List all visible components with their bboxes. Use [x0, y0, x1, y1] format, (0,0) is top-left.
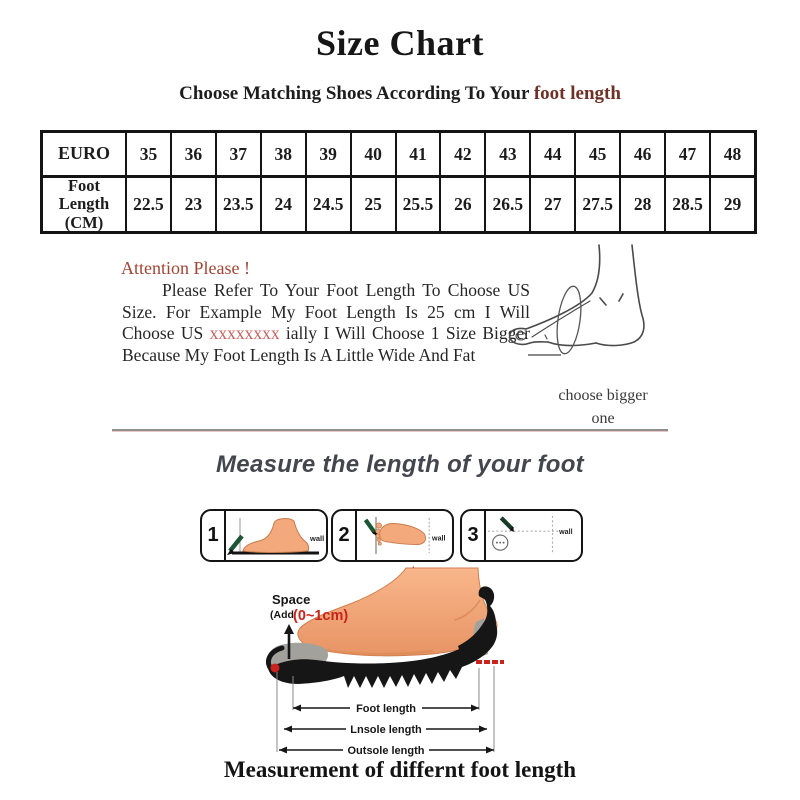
euro-size-cell: 39	[304, 133, 350, 175]
pen-icon	[228, 534, 244, 553]
insole-length-label: Lnsole length	[350, 724, 422, 736]
page-title: Size Chart	[316, 23, 484, 63]
measure-step-2-panel: 2 wall	[331, 509, 454, 562]
foot-length-cell: 26	[439, 178, 484, 231]
foot-length-cell: 28	[619, 178, 664, 231]
wall-label: wall	[309, 534, 324, 543]
add-value: (0~1cm)	[293, 608, 348, 624]
foot-length-cell: 26.5	[484, 178, 529, 231]
foot-length-cell: 28.5	[664, 178, 709, 231]
foot-length-cell: 24.5	[304, 178, 350, 231]
attention-paragraph: Please Refer To Your Foot Length To Choo…	[122, 280, 530, 367]
foot-length-row-header: Foot Length (CM)	[58, 176, 110, 232]
euro-size-cell: 41	[394, 133, 440, 175]
attention-heading: Attention Please !	[121, 258, 250, 278]
measure-step-3-panel: 3 wall	[460, 509, 583, 562]
measurement-arrows	[279, 707, 494, 751]
pen-icon	[363, 518, 377, 535]
foot-length-cell: 24	[259, 178, 305, 231]
detail-circle	[492, 534, 509, 551]
foot-length-cell: 23	[169, 178, 215, 231]
measure-section-heading: Measure the length of your foot	[216, 451, 584, 478]
foot-measurement-diagram: Space (Add (0~1cm) Foot length Lnsole le…	[265, 566, 504, 757]
space-label: Space	[272, 592, 310, 607]
euro-size-cell: 45	[574, 133, 619, 175]
euro-size-cell: 43	[484, 133, 529, 175]
foot-length-cell: 23.5	[214, 178, 260, 231]
shoe-sole	[268, 618, 498, 688]
euro-row-header: EURO	[57, 143, 110, 164]
measure-step-1-panel: 1 wall	[200, 509, 328, 562]
foot-side-view	[242, 518, 310, 553]
section-divider	[112, 429, 668, 432]
subtitle-text: Choose Matching Shoes According To Your	[179, 83, 534, 104]
attention-censored-text: xxxxxxxx	[209, 323, 280, 344]
step-1-illustration: wall	[227, 518, 324, 555]
foot-length-cell: 27.5	[574, 178, 619, 231]
euro-size-cell: 44	[529, 133, 574, 175]
step-1-number: 1	[202, 511, 226, 560]
toe-reference-dot	[270, 663, 280, 673]
choose-bigger-note: choose bigger one	[558, 387, 648, 428]
foot-length-cell: 22.5	[125, 178, 170, 231]
euro-size-cell: 36	[169, 133, 215, 175]
bottom-caption: Measurement of differnt foot length	[223, 757, 577, 782]
space-arrow	[284, 624, 294, 634]
pen-icon	[499, 516, 515, 531]
heel-reference-dashes	[476, 660, 504, 664]
attention-text-before: Please Refer To Your Foot Length To Choo…	[122, 280, 530, 344]
euro-size-cell: 40	[349, 133, 395, 175]
step-2-illustration: wall	[363, 516, 446, 555]
foot-length-cell: 25	[349, 178, 395, 231]
euro-size-cell: 35	[125, 133, 170, 175]
foot-length-cell: 27	[529, 178, 574, 231]
size-table: EURO 35 36 37 38 39 40 41 42 43 44 45 46 47 48 Foot L…	[40, 130, 757, 234]
euro-size-cell: 46	[619, 133, 664, 175]
euro-size-cell: 38	[259, 133, 305, 175]
wall-label: wall	[558, 528, 572, 536]
add-label: (Add	[270, 609, 294, 621]
step-2-number: 2	[333, 511, 357, 560]
foot-length-cell: 25.5	[394, 178, 440, 231]
subtitle-accent: foot length	[533, 83, 621, 104]
foot-length-cell: 29	[708, 178, 754, 231]
euro-size-cell: 42	[439, 133, 484, 175]
outsole-length-label: Outsole length	[348, 745, 425, 757]
foot-sketch-illustration	[508, 244, 645, 356]
euro-size-cell: 48	[708, 133, 754, 175]
foot-length-label: Foot length	[356, 703, 416, 715]
foot-length-row: Foot Length (CM) 22.5 23 23.5 24 24.5 25 25.5 2…	[43, 176, 754, 232]
euro-size-cell: 47	[664, 133, 709, 175]
euro-size-cell: 37	[214, 133, 260, 175]
step-3-number: 3	[462, 511, 486, 560]
attention-text-after: ially I Will Choose 1 Size Bigger Becaus…	[122, 323, 530, 366]
subtitle: Choose Matching Shoes According To Your …	[0, 83, 800, 105]
euro-row: EURO 35 36 37 38 39 40 41 42 43 44 45 46 47 48	[43, 133, 754, 178]
wall-label: wall	[431, 535, 445, 543]
step-3-illustration: wall	[487, 516, 573, 554]
foot-top-view	[379, 523, 427, 546]
